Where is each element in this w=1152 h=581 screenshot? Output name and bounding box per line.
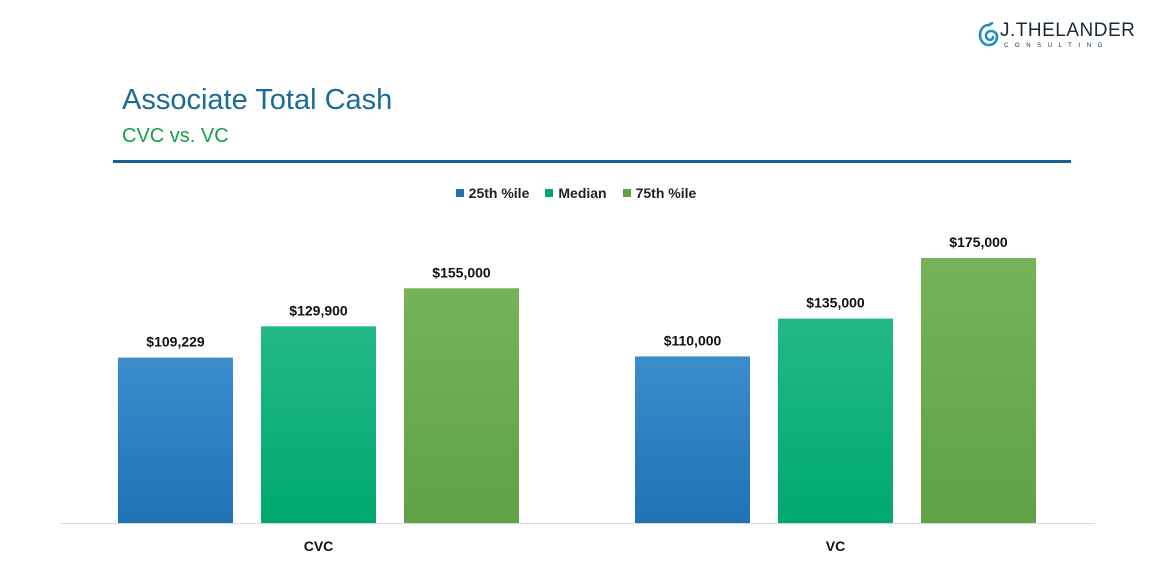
legend-swatch xyxy=(455,189,464,197)
bar-cvc-2 xyxy=(404,288,519,523)
legend-label: 75th %ile xyxy=(635,185,697,201)
data-label: $155,000 xyxy=(432,264,491,280)
category-label: VC xyxy=(826,538,845,554)
legend-item: 25th %ile xyxy=(455,183,530,203)
data-label: $129,900 xyxy=(289,302,348,318)
data-label: $135,000 xyxy=(806,295,865,311)
data-label: $175,000 xyxy=(949,234,1008,250)
brand-logo: J.THELANDER CONSULTING xyxy=(978,20,1138,54)
bar-vc-0 xyxy=(635,356,750,523)
bar-vc-1 xyxy=(778,318,893,523)
legend-item: Median xyxy=(545,183,607,203)
legend-swatch xyxy=(622,189,631,197)
bar-vc-2 xyxy=(921,258,1036,523)
category-label: CVC xyxy=(304,538,334,554)
legend-label: Median xyxy=(558,185,607,201)
legend-swatch xyxy=(545,189,554,197)
spiral-logo-icon xyxy=(978,22,999,47)
bar-cvc-0 xyxy=(118,357,233,523)
legend-label: 25th %ile xyxy=(468,185,530,201)
bar-cvc-1 xyxy=(261,326,376,523)
page-subtitle: CVC vs. VC xyxy=(122,125,229,147)
title-divider xyxy=(113,160,1071,163)
data-label: $109,229 xyxy=(146,334,205,350)
legend-item: 75th %ile xyxy=(622,183,697,203)
page-title: Associate Total Cash xyxy=(122,84,393,116)
chart-legend: 25th %ile Median 75th %ile xyxy=(0,183,1152,203)
brand-name: J.THELANDER xyxy=(1000,20,1136,41)
brand-tagline: CONSULTING xyxy=(1004,43,1109,49)
data-label: $110,000 xyxy=(664,332,722,348)
